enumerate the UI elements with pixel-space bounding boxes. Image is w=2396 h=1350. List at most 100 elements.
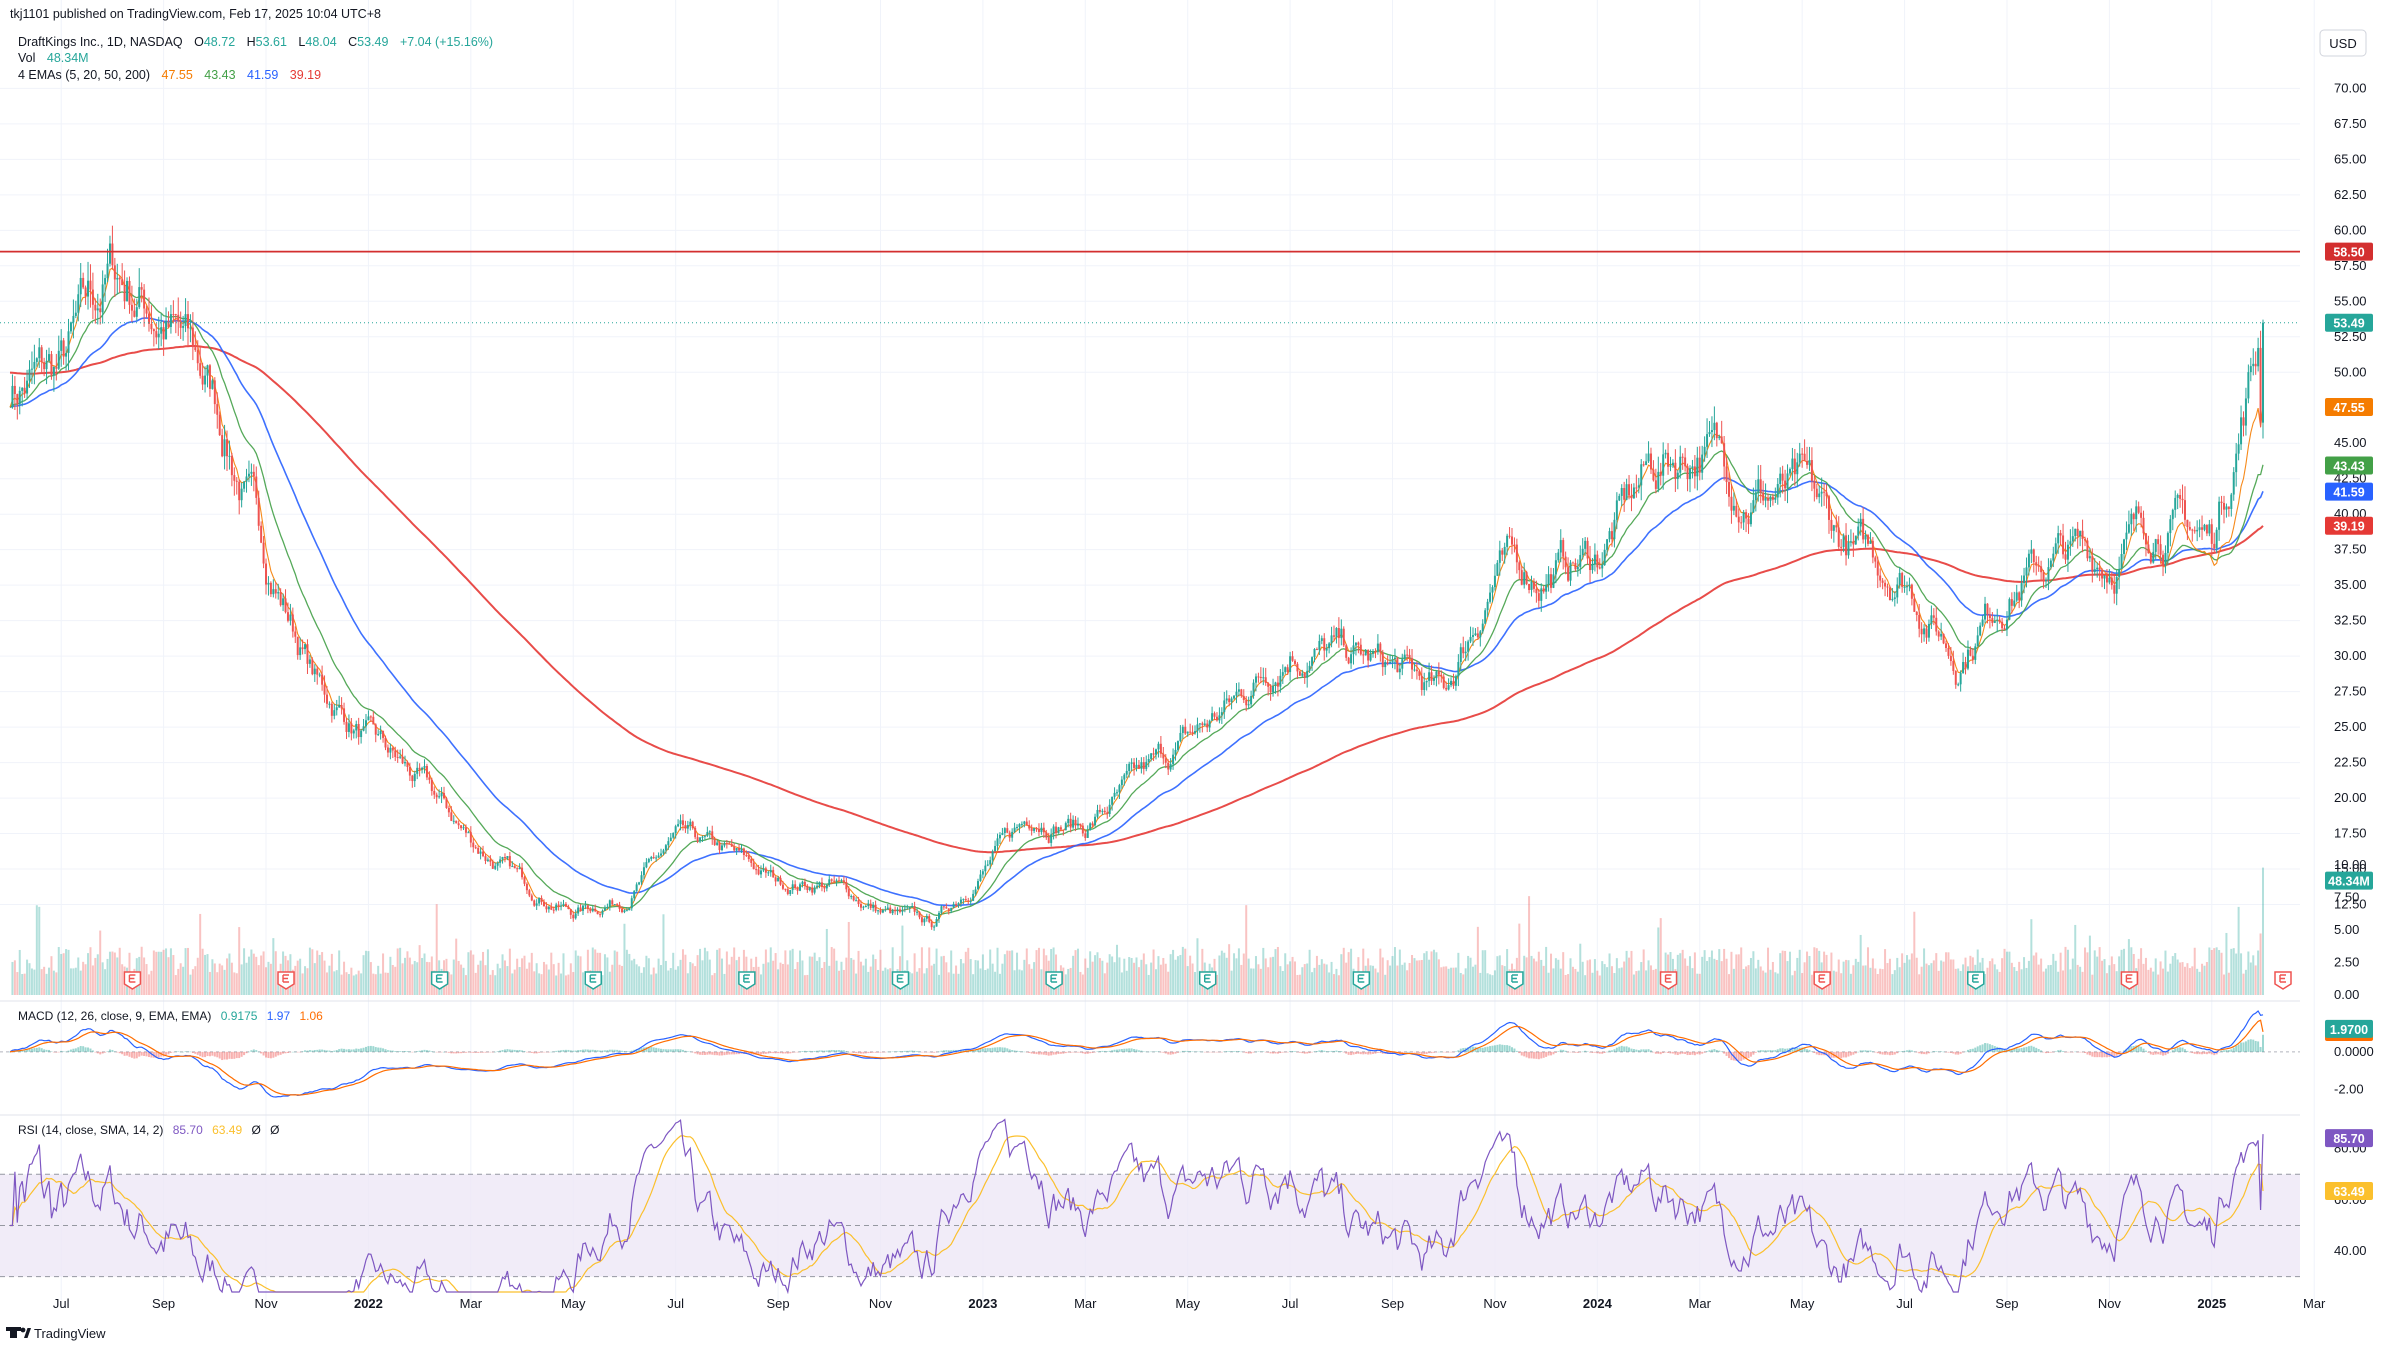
volume-bar [2030,919,2033,995]
candle-body [516,868,519,870]
ema50-path [9,317,2264,907]
macd-histogram-bar [1774,1050,1777,1052]
macd-histogram-bar [486,1051,489,1053]
volume-bar [503,960,506,995]
candle-body [216,404,219,415]
volume-bar [1688,956,1691,995]
candle-body [1984,603,1987,620]
candle-body [1140,762,1143,769]
candle-body [1645,461,1648,466]
volume-bar [816,960,819,995]
macd-histogram-bar [323,1049,326,1052]
macd-histogram-bar [660,1048,663,1052]
candle-body [2176,494,2179,498]
volume-legend[interactable]: Vol 48.34M [18,51,89,65]
volume-bar [2249,962,2252,995]
candle-body [1254,676,1257,683]
volume-bar [38,906,41,995]
candle-body [903,908,906,910]
macd-histogram-bar [689,1051,692,1053]
candle-body [2079,530,2082,537]
macd-histogram-bar [1703,1051,1706,1053]
candle-body [2069,541,2072,545]
volume-bar [364,950,367,995]
candle-body [418,767,421,770]
earnings-markers[interactable] [123,971,2292,990]
macd-histogram-bar [1125,1048,1128,1052]
tradingview-logo[interactable]: TradingView [6,1326,106,1341]
volume-bar [52,970,55,995]
candle-body [879,910,882,913]
macd-histogram-bar [1852,1051,1855,1055]
candle-body [986,864,989,866]
candle-body [521,867,524,878]
macd-histogram-bar [1947,1051,1950,1053]
candle-body [177,314,180,322]
volume-bar [1442,966,1445,995]
time-axis[interactable]: Jul Sep Nov 2022 Mar May Jul Sep Nov 2023 Mar May Ju… [53,1296,2326,1311]
candle-body [2215,529,2218,549]
volume-bar [1098,958,1101,995]
volume-bar [1757,959,1760,995]
volume-bar [2020,969,2023,995]
volume-bar [2227,972,2230,995]
macd-histogram-bar [1525,1051,1528,1058]
candle-body [1757,479,1760,493]
candle-body [2162,554,2165,566]
macd-histogram-bar [223,1051,226,1060]
macd-histogram-bar [1620,1045,1623,1052]
candle-body [828,879,831,886]
candle-body [1196,724,1199,732]
macd-axis-tick: -2.00 [2334,1081,2364,1096]
macd-histogram-bar [1155,1051,1158,1052]
volume-bar [1215,974,1218,995]
macd-histogram-bar [1642,1049,1645,1052]
candle-body [1115,792,1118,794]
horizontal-line-58-50[interactable] [0,250,2300,324]
volume-bar [274,951,277,995]
volume-bar [1425,951,1428,995]
macd-histogram-bar [1901,1051,1904,1052]
volume-bar [830,947,833,995]
candle-body [2037,565,2040,567]
volume-bar [1445,966,1448,995]
volume-bar [35,905,38,995]
macd-legend[interactable]: MACD (12, 26, close, 9, EMA, EMA) 0.9175… [18,1009,323,1023]
volume-bar [1562,952,1565,995]
ema-legend[interactable]: 4 EMAs (5, 20, 50, 200) 47.55 43.43 41.5… [18,68,321,82]
macd-histogram-bar [523,1051,526,1052]
volume-bar [521,958,524,995]
macd-histogram-bar [940,1050,943,1052]
candle-body [760,870,762,875]
currency-selector[interactable]: USD [2319,29,2367,57]
candle-body [1432,678,1435,681]
symbol-legend[interactable]: DraftKings Inc., 1D, NASDAQ O48.72 H53.6… [18,35,493,49]
volume-bar [767,962,770,995]
volume-bar [169,948,172,995]
macd-histogram-bar [167,1051,170,1055]
candle-body [1918,615,1921,629]
volume-bar [606,957,609,995]
rsi-line [10,1118,2264,1295]
macd-histogram-bar [896,1051,899,1052]
time-axis-tick: 2023 [968,1296,997,1311]
candle-body [1962,662,1965,674]
macd-histogram-bar [933,1051,936,1053]
rsi-legend[interactable]: RSI (14, close, SMA, 14, 2) 85.70 63.49 … [18,1123,280,1137]
macd-histogram-bar [1891,1051,1894,1056]
price-axis[interactable]: 70.0067.5065.0062.5060.0057.5055.0052.50… [2334,80,2374,1258]
volume-bar [1852,965,1855,995]
volume-bar [1001,963,1004,995]
candle-body [1979,625,1982,636]
candle-body [984,865,987,872]
volume-bar [937,974,940,995]
macd-histogram-bar [1808,1049,1811,1052]
candle-body [1425,680,1428,683]
volume-bar [1615,958,1618,995]
volume-bar [1437,959,1440,995]
macd-histogram-bar [1886,1051,1889,1055]
volume-bar [1681,949,1684,995]
macd-histogram-bar [104,1051,107,1053]
macd-histogram-bar [1052,1051,1055,1055]
